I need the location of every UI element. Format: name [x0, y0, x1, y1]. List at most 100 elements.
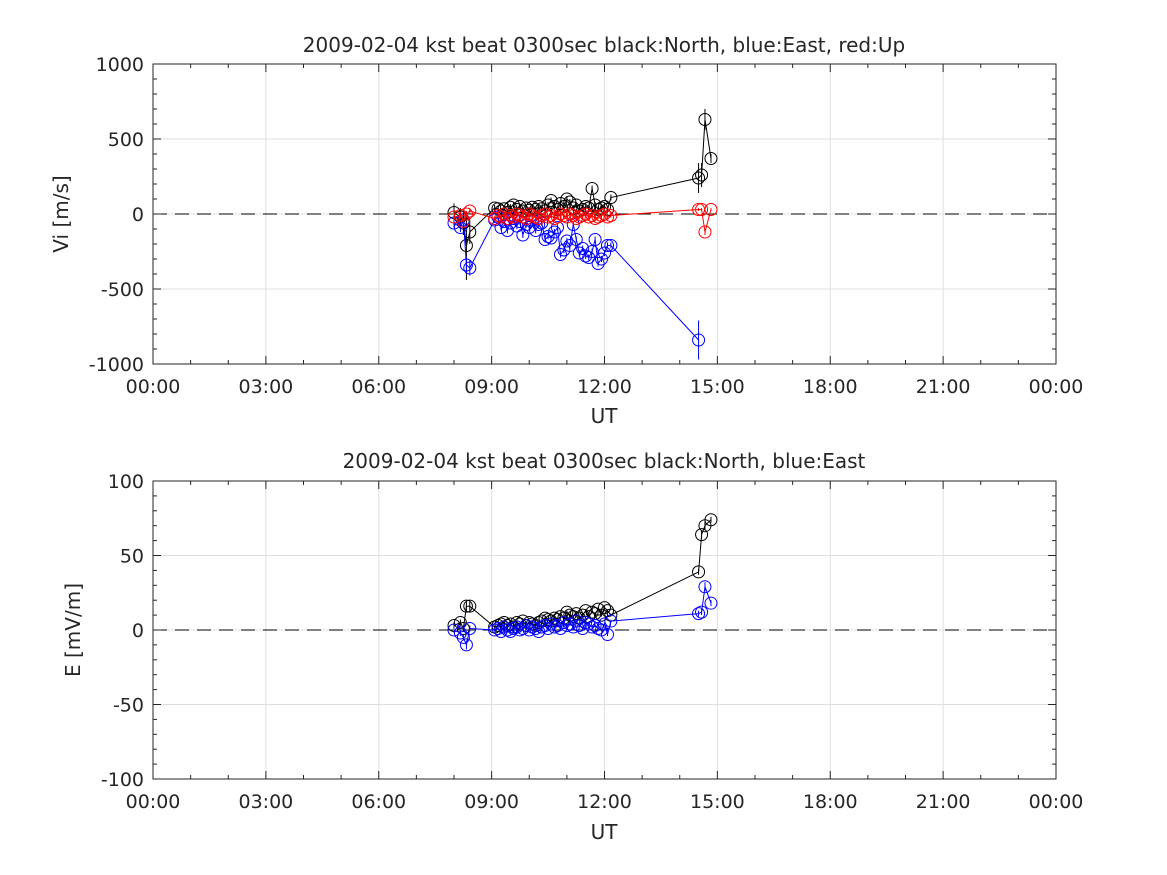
efield-point-east	[604, 614, 618, 628]
velocity-xtick-label: 03:00	[238, 376, 293, 398]
velocity-point-east	[576, 242, 590, 255]
efield-point-east	[513, 623, 527, 637]
efield-point-east	[572, 619, 586, 633]
velocity-point-east	[594, 252, 608, 266]
efield-xtick-label: 06:00	[351, 791, 406, 813]
velocity-point-north	[553, 197, 567, 210]
efield-point-east	[692, 607, 706, 621]
velocity-point-up	[704, 203, 718, 216]
velocity-xtick-label: 00:00	[126, 376, 181, 398]
efield-point-east	[550, 619, 564, 633]
velocity-ytick-label: -1000	[89, 354, 144, 376]
efield-point-east	[601, 627, 615, 641]
electric-field-panel-xlabel: UT	[591, 820, 619, 844]
velocity-point-east	[459, 258, 473, 272]
velocity-point-up	[695, 203, 709, 216]
efield-xtick-label: 00:00	[126, 791, 181, 813]
efield-point-north	[695, 528, 709, 542]
efield-point-east	[698, 580, 712, 594]
efield-ytick-label: 0	[132, 620, 144, 642]
efield-point-north	[704, 513, 718, 527]
efield-point-north	[459, 599, 473, 613]
efield-xtick-label: 03:00	[238, 791, 293, 813]
velocity-data-layer	[447, 109, 718, 360]
velocity-point-east	[553, 248, 567, 261]
velocity-point-east	[585, 245, 599, 258]
velocity-point-up	[698, 225, 712, 239]
efield-point-north	[532, 616, 546, 630]
velocity-point-east	[550, 221, 564, 234]
velocity-point-up	[459, 207, 473, 221]
velocity-xtick-label: 00:00	[1029, 376, 1084, 398]
velocity-point-east	[598, 246, 611, 260]
velocity-xtick-label: 09:00	[464, 376, 519, 398]
efield-xtick-label: 12:00	[577, 791, 632, 813]
efield-point-north	[585, 605, 599, 619]
velocity-xtick-label: 21:00	[916, 376, 971, 398]
velocity-point-east	[569, 233, 583, 246]
velocity-point-north	[585, 182, 599, 195]
velocity-panel-ylabel: Vi [m/s]	[49, 175, 73, 252]
velocity-point-north	[459, 239, 473, 252]
velocity-point-east	[560, 234, 574, 248]
velocity-point-north	[698, 113, 712, 126]
velocity-point-up	[532, 212, 546, 225]
efield-point-east	[456, 630, 470, 644]
velocity-point-east	[544, 231, 558, 245]
efield-xtick-label: 15:00	[690, 791, 745, 813]
velocity-point-east	[692, 333, 706, 347]
velocity-panel-xlabel: UT	[591, 404, 619, 428]
efield-point-east	[695, 605, 709, 619]
efield-xtick-label: 00:00	[1029, 791, 1084, 813]
velocity-point-east	[588, 233, 602, 246]
velocity-point-north	[695, 168, 709, 182]
efield-point-east	[579, 616, 593, 630]
velocity-xtick-label: 06:00	[351, 376, 406, 398]
efield-point-east	[497, 620, 511, 634]
efield-point-north	[453, 616, 467, 630]
efield-ytick-label: -100	[101, 769, 144, 791]
velocity-ytick-label: 0	[132, 204, 144, 226]
velocity-point-east	[547, 225, 561, 239]
velocity-point-north	[604, 191, 618, 204]
efield-ytick-label: -50	[113, 695, 144, 717]
efield-ytick-label: 50	[120, 546, 144, 568]
efield-point-east	[588, 619, 602, 633]
efield-data-layer	[447, 513, 718, 652]
velocity-point-up	[463, 204, 477, 218]
efield-point-east	[563, 617, 577, 631]
velocity-point-north	[544, 194, 558, 207]
velocity-point-east	[541, 230, 555, 243]
velocity-ytick-label: 500	[108, 129, 144, 151]
velocity-point-north	[560, 192, 574, 206]
velocity-point-up	[604, 209, 618, 222]
efield-point-north	[463, 599, 477, 613]
efield-xtick-label: 21:00	[916, 791, 971, 813]
velocity-ytick-label: 1000	[96, 54, 144, 76]
electric-field-panel-ylabel: E [mV/m]	[61, 583, 85, 677]
velocity-point-east	[604, 239, 618, 252]
velocity-xtick-label: 15:00	[690, 376, 745, 398]
velocity-point-east	[582, 251, 596, 264]
efield-point-east	[503, 624, 517, 638]
efield-point-north	[598, 601, 611, 615]
efield-point-east	[463, 622, 477, 636]
efield-point-east	[598, 617, 611, 631]
efield-point-east	[459, 638, 473, 652]
efield-point-north	[560, 605, 574, 619]
velocity-xtick-label: 18:00	[803, 376, 858, 398]
electric-field-panel-title: 2009-02-04 kst beat 0300sec black:North,…	[343, 449, 866, 473]
efield-point-north	[692, 565, 706, 579]
velocity-panel: 2009-02-04 kst beat 0300sec black:North,…	[49, 33, 1083, 428]
velocity-point-east	[591, 257, 605, 270]
efield-ytick-label: 100	[108, 471, 144, 493]
efield-point-east	[569, 614, 583, 628]
velocity-point-north	[692, 171, 706, 185]
efield-xtick-label: 09:00	[464, 791, 519, 813]
efield-xtick-label: 18:00	[803, 791, 858, 813]
velocity-point-east	[463, 261, 477, 275]
velocity-point-east	[601, 239, 615, 252]
velocity-point-up	[456, 215, 470, 228]
velocity-point-north	[569, 198, 583, 212]
